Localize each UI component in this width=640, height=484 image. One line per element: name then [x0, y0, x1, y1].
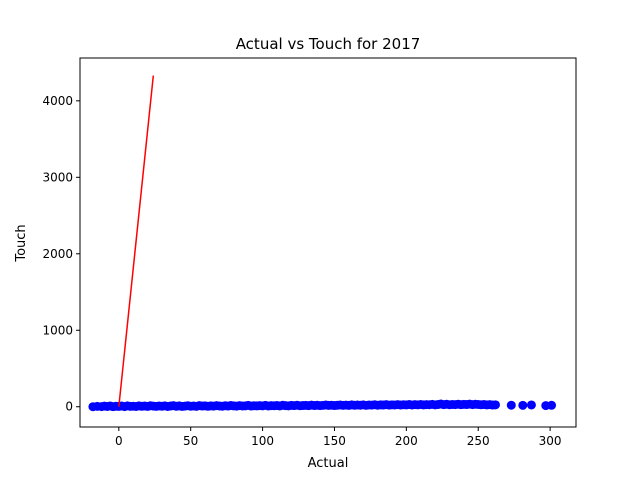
- scatter-point: [506, 400, 516, 410]
- x-tick-label: 0: [115, 434, 123, 448]
- x-tick-label: 50: [183, 434, 198, 448]
- x-tick-label: 150: [323, 434, 346, 448]
- x-tick-label: 300: [539, 434, 562, 448]
- y-tick-label: 1000: [42, 323, 73, 337]
- scatter-point: [490, 400, 500, 410]
- plot-layer: [88, 75, 557, 412]
- x-axis: 0 50 100 150 200 250 300: [115, 427, 562, 448]
- x-axis-label: Actual: [308, 456, 349, 471]
- y-tick-label: 0: [65, 400, 73, 414]
- y-tick-label: 4000: [42, 94, 73, 108]
- scatter-point: [518, 400, 528, 410]
- y-tick-label: 2000: [42, 247, 73, 261]
- x-tick-label: 250: [467, 434, 490, 448]
- chart-title: Actual vs Touch for 2017: [236, 35, 421, 53]
- x-tick-label: 200: [395, 434, 418, 448]
- y-axis: 0 1000 2000 3000 4000: [42, 94, 80, 414]
- plot-frame: [79, 57, 577, 428]
- y-axis-label: Touch: [14, 224, 29, 262]
- scatter-point: [526, 400, 536, 410]
- scatter-point: [547, 400, 557, 410]
- y-tick-label: 3000: [42, 170, 73, 184]
- trend-line: [118, 75, 155, 407]
- x-tick-label: 100: [251, 434, 274, 448]
